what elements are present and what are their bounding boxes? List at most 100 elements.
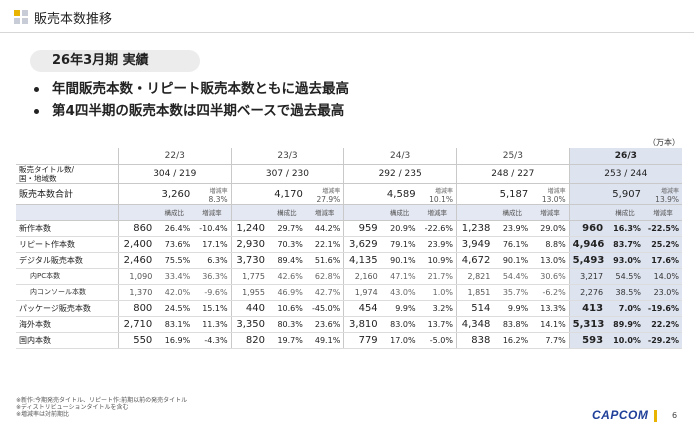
value-header xyxy=(230,204,268,221)
growth-value: 49.1% xyxy=(305,332,344,349)
units-value: 1,238 xyxy=(455,220,494,237)
total-value: 5,907 xyxy=(612,188,641,200)
growth-value: 17.1% xyxy=(193,236,232,253)
total-growth-cell: 増減率 10.1% xyxy=(418,183,457,205)
share-value: 89.4% xyxy=(267,252,306,269)
share-value: 17.0% xyxy=(380,332,419,349)
units-value: 1,974 xyxy=(343,284,381,301)
share-value: 10.0% xyxy=(606,332,644,349)
growth-header: 増減率 xyxy=(643,204,682,221)
titles-value: 304 / 219 xyxy=(117,164,232,184)
share-header: 構成比 xyxy=(155,204,194,221)
units-value: 1,851 xyxy=(455,284,494,301)
period-label: 26年3月期 実績 xyxy=(30,50,200,72)
share-value: 90.1% xyxy=(493,252,532,269)
growth-value: 29.0% xyxy=(531,220,570,237)
growth-value: 14.1% xyxy=(531,316,570,333)
growth-value: 21.7% xyxy=(418,268,457,285)
growth-value: 30.6% xyxy=(531,268,570,285)
growth-value: 23.9% xyxy=(418,236,457,253)
share-value: 23.9% xyxy=(493,220,532,237)
units-value: 514 xyxy=(455,300,494,317)
units-value: 959 xyxy=(343,220,381,237)
growth-value: 36.3% xyxy=(193,268,232,285)
row-label: リピート作本数 xyxy=(16,236,119,253)
growth-label: 増減率 xyxy=(547,187,566,195)
corner-logo-icon xyxy=(14,10,28,24)
growth-value: -6.2% xyxy=(531,284,570,301)
units-value: 5,313 xyxy=(568,316,607,333)
row-label: 海外本数 xyxy=(16,316,119,333)
growth-value: 11.3% xyxy=(193,316,232,333)
units-value: 1,775 xyxy=(230,268,268,285)
units-value: 3,810 xyxy=(343,316,381,333)
footnote: ※新作:今期発売タイトル、リピート作:前期以前の発売タイトル xyxy=(16,397,188,404)
units-value: 2,821 xyxy=(455,268,494,285)
total-value: 4,170 xyxy=(274,188,303,200)
bullet-item: 年間販売本数・リピート販売本数ともに過去最高 xyxy=(30,78,349,100)
units-value: 2,710 xyxy=(117,316,156,333)
units-value: 2,160 xyxy=(343,268,381,285)
units-value: 1,370 xyxy=(117,284,156,301)
share-value: 9.9% xyxy=(380,300,419,317)
total-value: 3,260 xyxy=(161,188,191,200)
growth-value: 1.0% xyxy=(418,284,457,301)
growth-label: 増減率 xyxy=(322,187,341,195)
year-header: 23/3 xyxy=(230,148,344,165)
capcom-logo: CAPCOM xyxy=(592,408,649,422)
total-value-cell: 4,589 xyxy=(343,183,419,205)
share-value: 75.5% xyxy=(155,252,194,269)
corner-cell xyxy=(16,148,119,165)
growth-value: -29.2% xyxy=(643,332,682,349)
table-row: 海外本数 2,710 83.1% 11.3% 3,350 80.3% 23.6% 3,810 8… xyxy=(16,316,682,333)
titles-value: 292 / 235 xyxy=(343,164,457,184)
units-value: 593 xyxy=(568,332,607,349)
share-header: 構成比 xyxy=(493,204,532,221)
growth-value: -4.3% xyxy=(193,332,232,349)
share-value: 29.7% xyxy=(267,220,306,237)
growth-value: -45.0% xyxy=(305,300,344,317)
share-value: 16.2% xyxy=(493,332,532,349)
units-value: 1,955 xyxy=(230,284,268,301)
share-value: 76.1% xyxy=(493,236,532,253)
page-title: 販売本数推移 xyxy=(34,12,113,27)
growth-label: 増減率 xyxy=(434,187,453,195)
title-divider xyxy=(0,32,694,33)
total-value-cell: 5,907 xyxy=(568,183,644,205)
share-value: 89.9% xyxy=(606,316,644,333)
share-value: 20.9% xyxy=(380,220,419,237)
share-value: 79.1% xyxy=(380,236,419,253)
growth-value: 44.2% xyxy=(305,220,344,237)
units-value: 550 xyxy=(117,332,156,349)
growth-value: 13.3% xyxy=(531,300,570,317)
share-value: 46.9% xyxy=(267,284,306,301)
units-value: 1,240 xyxy=(230,220,268,237)
total-growth-cell: 増減率 13.9% xyxy=(643,183,682,205)
share-value: 9.9% xyxy=(493,300,532,317)
units-value: 454 xyxy=(343,300,381,317)
units-value: 2,460 xyxy=(117,252,156,269)
total-growth: 27.9% xyxy=(316,194,341,204)
units-value: 4,135 xyxy=(343,252,381,269)
units-value: 2,400 xyxy=(117,236,156,253)
units-value: 2,276 xyxy=(568,284,607,301)
share-value: 35.7% xyxy=(493,284,532,301)
row-label: デジタル販売本数 xyxy=(16,252,119,269)
share-value: 93.0% xyxy=(606,252,644,269)
table-row: 内PC本数 1,090 33.4% 36.3% 1,775 42.6% 62.8% 2,160… xyxy=(16,268,682,285)
growth-value: 22.1% xyxy=(305,236,344,253)
titles-label: 販売タイトル数/ 国・地域数 xyxy=(16,164,119,184)
growth-value: -10.4% xyxy=(193,220,232,237)
share-value: 70.3% xyxy=(267,236,306,253)
growth-value: -19.6% xyxy=(643,300,682,317)
corner-cell xyxy=(16,204,119,221)
year-header: 25/3 xyxy=(455,148,570,165)
value-header xyxy=(455,204,494,221)
sales-table: 22/3 23/3 24/3 25/3 26/3 販売タイトル数/ 国・地域数 304 / … xyxy=(16,148,682,349)
value-header xyxy=(343,204,381,221)
growth-value: -9.6% xyxy=(193,284,232,301)
units-value: 3,949 xyxy=(455,236,494,253)
total-value: 4,589 xyxy=(386,188,416,200)
units-value: 1,090 xyxy=(117,268,156,285)
units-value: 4,946 xyxy=(568,236,607,253)
